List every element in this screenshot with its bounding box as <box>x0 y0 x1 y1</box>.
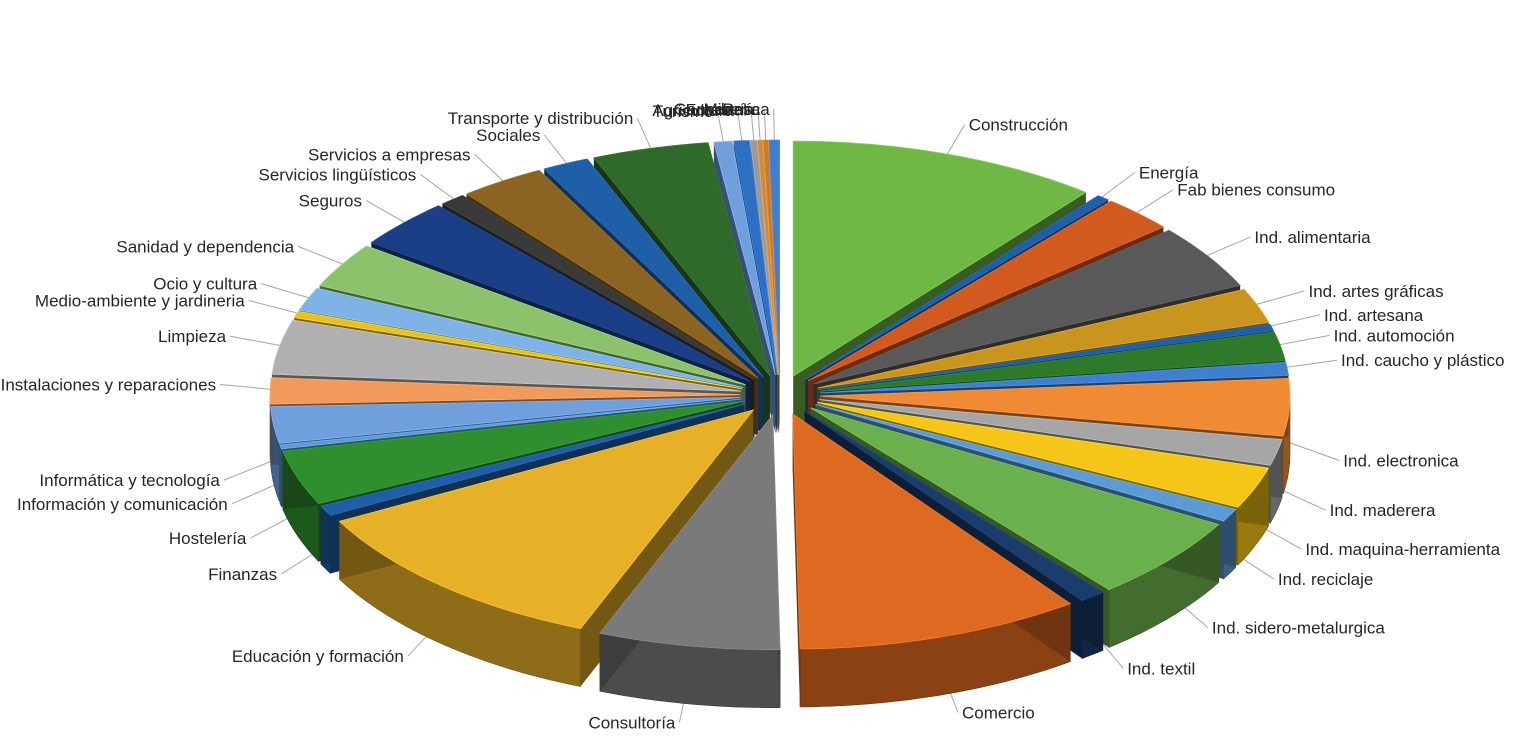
label-informacion-y-comunicacion: Información y comunicación <box>17 495 228 514</box>
label-finanzas: Finanzas <box>208 565 277 584</box>
label-forestal: Forestal <box>686 100 747 119</box>
label-fab-bienes-consumo: Fab bienes consumo <box>1177 181 1335 200</box>
label-ind-artes-graficas: Ind. artes gráficas <box>1309 282 1444 301</box>
label-comercio: Comercio <box>962 704 1035 723</box>
label-ind-reciclaje: Ind. reciclaje <box>1278 570 1373 589</box>
label-turismo: Turismo <box>653 102 714 121</box>
label-educacion-y-formacion: Educación y formación <box>232 647 404 666</box>
label-servicios-a-empresas: Servicios a empresas <box>308 145 471 164</box>
label-ind-alimentaria: Ind. alimentaria <box>1254 228 1371 247</box>
label-informatica-y-tecnologia: Informática y tecnología <box>39 471 220 490</box>
label-servicios-linguisticos: Servicios lingüísticos <box>259 165 417 184</box>
label-seguros: Seguros <box>299 191 362 210</box>
label-mineria: Minería <box>704 100 761 119</box>
label-ind-electronica: Ind. electronica <box>1343 452 1459 471</box>
label-ocio-y-cultura: Ocio y cultura <box>153 275 257 294</box>
label-ind-textil: Ind. textil <box>1127 659 1195 678</box>
label-ind-artesana: Ind. artesana <box>1324 306 1424 325</box>
slice-consultoria <box>599 413 781 708</box>
pie-slices <box>269 139 1291 708</box>
label-consultoria: Consultoría <box>588 713 675 732</box>
label-sociales: Sociales <box>476 126 540 145</box>
label-construccion: Construcción <box>969 116 1068 135</box>
label-ind-caucho-y-plastico: Ind. caucho y plástico <box>1341 351 1504 370</box>
label-ind-maquina-herramienta: Ind. maquina-herramienta <box>1305 540 1500 559</box>
label-ganaderia: Ganadería <box>674 100 755 119</box>
label-ind-maderera: Ind. maderera <box>1330 501 1436 520</box>
label-pesca: Pesca <box>722 100 770 119</box>
slice-comercio <box>792 413 1072 708</box>
label-agricultura: Agricultura <box>652 101 734 120</box>
label-ind-automocion: Ind. automoción <box>1334 326 1455 345</box>
label-ind-sidero-metalurgica: Ind. sidero-metalurgica <box>1212 619 1385 638</box>
label-energia: Energía <box>1139 163 1199 182</box>
label-transporte-y-distribucion: Transporte y distribución <box>448 109 634 128</box>
label-medio-ambiente-y-jardineria: Medio-ambiente y jardineria <box>35 292 245 311</box>
label-sanidad-y-dependencia: Sanidad y dependencia <box>116 237 294 256</box>
label-hosteleria: Hostelería <box>169 529 247 548</box>
label-limpieza: Limpieza <box>158 327 227 346</box>
label-instalaciones-y-reparaciones: Instalaciones y reparaciones <box>1 376 216 395</box>
